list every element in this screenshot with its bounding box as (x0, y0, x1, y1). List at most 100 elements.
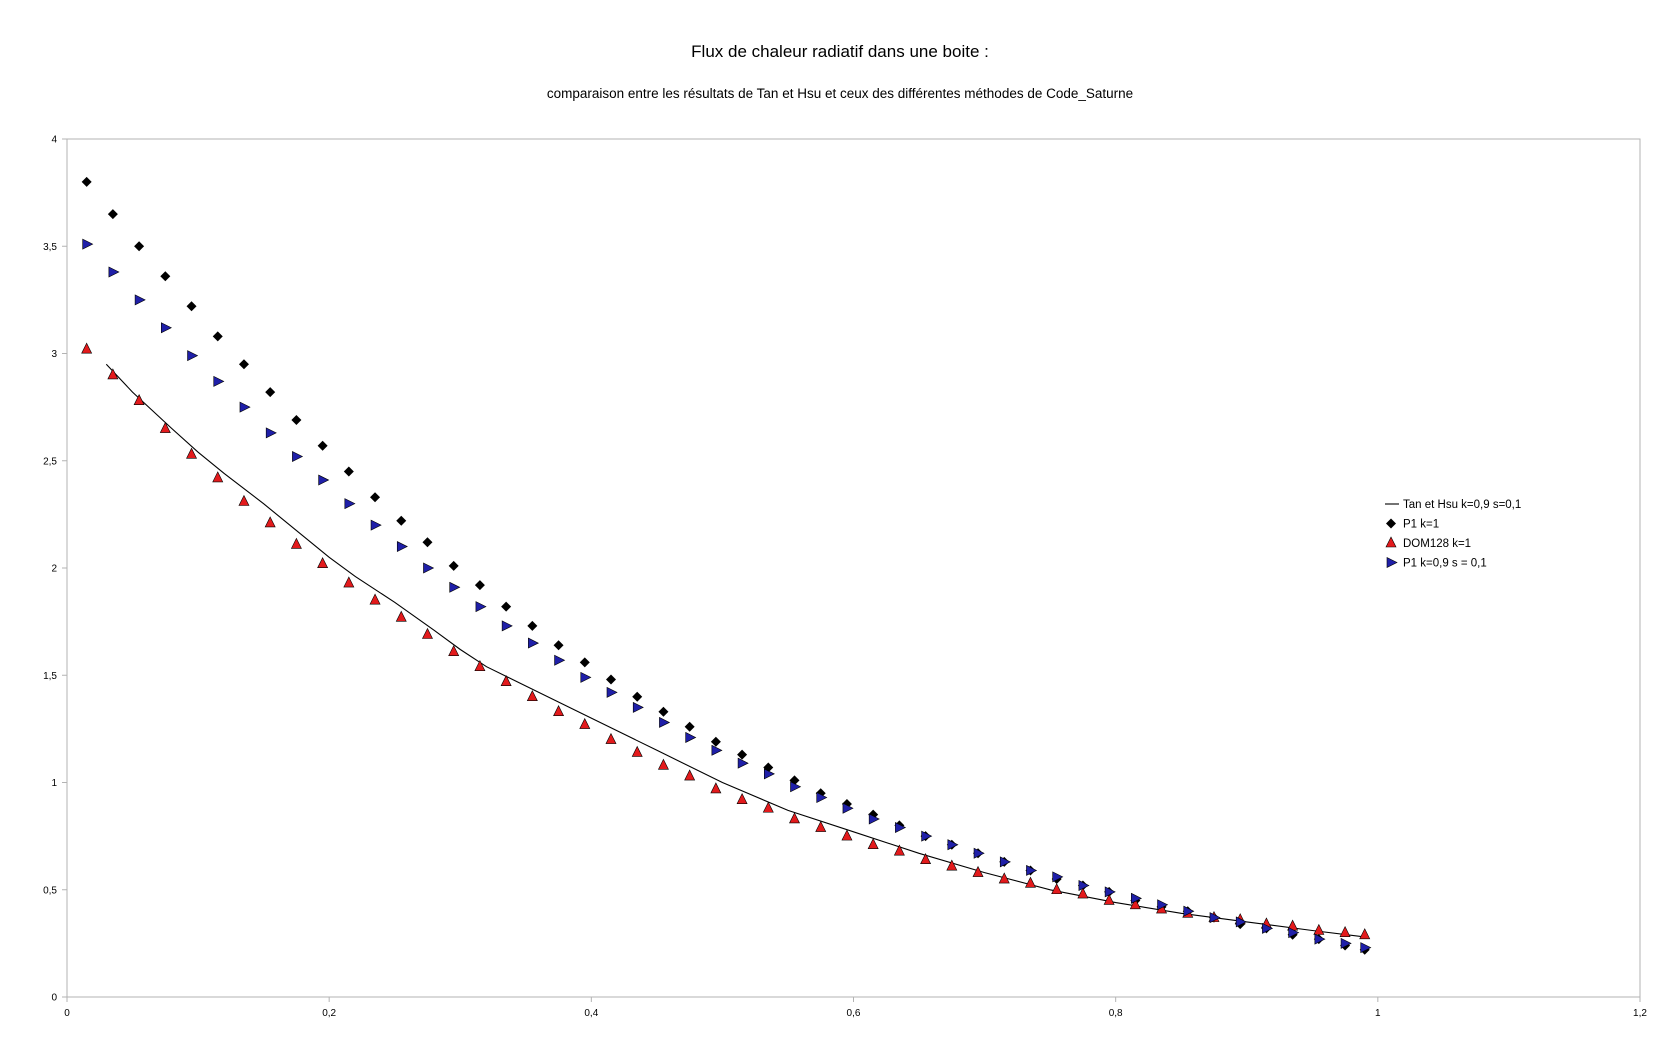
data-point (239, 401, 251, 413)
data-point (212, 331, 223, 342)
legend-label: DOM128 k=1 (1403, 538, 1471, 550)
y-tick-label: 2 (51, 564, 57, 575)
data-point (657, 758, 669, 770)
data-point (762, 801, 774, 813)
data-point (344, 498, 356, 510)
data-point (1024, 876, 1036, 888)
data-point (187, 350, 199, 362)
data-point (685, 731, 697, 743)
data-point (1131, 892, 1143, 904)
data-point (475, 601, 487, 613)
data-point (816, 792, 828, 804)
data-point (1209, 912, 1221, 924)
data-point (161, 322, 172, 334)
data-point (448, 560, 459, 571)
x-tick-label: 0,6 (847, 1008, 861, 1019)
data-point (186, 447, 198, 459)
data-point (527, 620, 538, 631)
data-point (710, 782, 722, 794)
data-point (1103, 893, 1115, 905)
data-point (1104, 886, 1116, 898)
data-point (1235, 916, 1247, 928)
data-point (605, 674, 616, 685)
data-point (264, 516, 276, 528)
data-point (265, 387, 276, 398)
data-point (972, 865, 984, 877)
data-point (474, 659, 486, 671)
x-tick-label: 0 (64, 1008, 70, 1019)
data-point (632, 691, 643, 702)
y-tick-label: 3,5 (43, 242, 57, 253)
data-point (528, 637, 540, 649)
legend-label: Tan et Hsu k=0,9 s=0,1 (1403, 499, 1521, 511)
data-point (1052, 871, 1064, 883)
data-point (605, 732, 617, 744)
data-point (318, 474, 330, 486)
y-tick-label: 3 (51, 349, 57, 360)
data-point (1313, 923, 1325, 935)
data-point (213, 375, 225, 387)
data-point (684, 721, 695, 732)
data-point (159, 421, 171, 433)
data-point (501, 601, 512, 612)
data-point (736, 792, 748, 804)
legend-item: DOM128 k=1 (1385, 536, 1471, 550)
data-point (1314, 933, 1326, 945)
data-point (579, 717, 591, 729)
y-tick-label: 2,5 (43, 456, 57, 467)
data-point (789, 812, 800, 824)
data-point (526, 690, 538, 702)
data-point (737, 749, 748, 760)
data-point (659, 716, 671, 728)
data-point (763, 768, 775, 780)
data-point (133, 394, 145, 405)
data-point (842, 802, 854, 814)
data-point (973, 847, 985, 859)
data-point (684, 769, 696, 781)
data-point (579, 657, 590, 668)
data-point (580, 671, 592, 683)
data-point (238, 494, 250, 506)
data-point (292, 450, 304, 462)
data-point (711, 744, 723, 756)
legend-label: P1 k=1 (1403, 519, 1439, 531)
y-tick-label: 1,5 (43, 671, 57, 682)
data-point (815, 820, 827, 832)
data-point (790, 781, 802, 793)
data-point (421, 627, 433, 639)
data-point (81, 176, 92, 187)
data-point (395, 610, 407, 622)
data-point (422, 537, 433, 548)
data-point (1051, 883, 1063, 895)
y-tick-label: 4 (51, 135, 57, 146)
data-point (1077, 887, 1089, 899)
data-point (369, 593, 381, 605)
series-3 (82, 238, 1372, 954)
data-point (265, 427, 277, 439)
data-point (290, 537, 302, 549)
data-point (107, 368, 119, 380)
y-tick-label: 0 (51, 993, 57, 1004)
data-point (160, 271, 171, 282)
data-point (501, 620, 513, 632)
data-point (1360, 942, 1372, 954)
data-point (1339, 925, 1351, 937)
data-point (343, 466, 354, 477)
data-point (108, 266, 120, 278)
x-tick-label: 0,2 (322, 1008, 336, 1019)
data-point (448, 644, 460, 656)
data-point (554, 654, 566, 666)
data-point (999, 856, 1011, 868)
data-point (1262, 922, 1274, 934)
data-point (946, 859, 958, 871)
data-point (186, 301, 197, 312)
y-tick-label: 0,5 (43, 885, 57, 896)
data-point (81, 342, 93, 354)
data-point (134, 241, 145, 252)
data-point (82, 238, 94, 250)
data-point (841, 829, 853, 841)
data-point (1129, 898, 1141, 910)
data-point (396, 541, 408, 553)
chart-title: Flux de chaleur radiatif dans une boite … (691, 42, 989, 61)
data-point (1026, 864, 1038, 876)
